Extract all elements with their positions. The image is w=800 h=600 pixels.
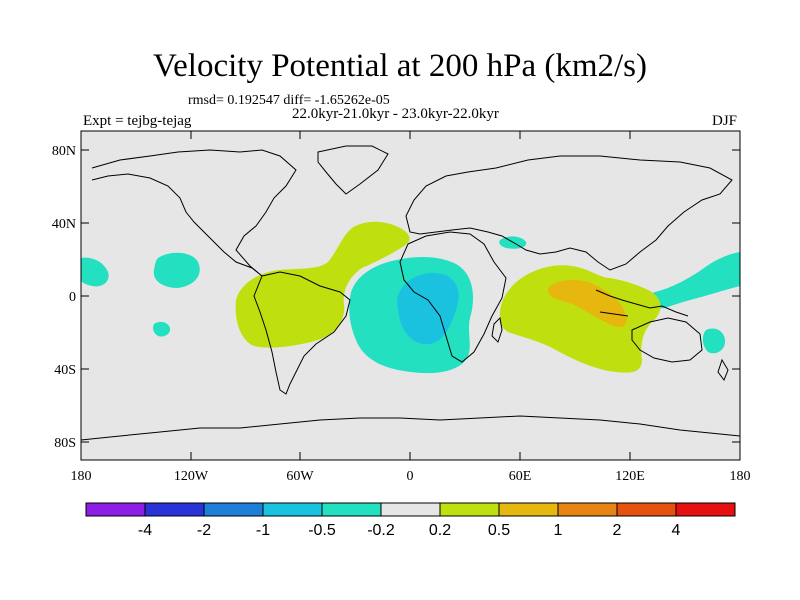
- colorbar-swatch: [557, 502, 618, 517]
- lon-tick-label: 0: [407, 469, 414, 484]
- lon-tick-label: 180: [71, 469, 92, 484]
- lon-tick-label: 60W: [286, 469, 314, 484]
- lon-tick-label: 120E: [615, 469, 645, 484]
- colorbar-label: 2: [613, 522, 622, 539]
- experiment-label: Expt = tejbg-tejag: [83, 113, 192, 129]
- lat-tick-label: 0: [69, 290, 76, 305]
- colorbar-label: 0.2: [429, 522, 451, 539]
- contour-negative-c-pacific: [153, 252, 200, 288]
- colorbar-swatch: [380, 502, 441, 517]
- colorbar-labels: -4 -2 -1 -0.5 -0.2 0.2 0.5 1 2 4: [138, 522, 681, 539]
- colorbar-swatch: [321, 502, 382, 517]
- contour-negative-w-pacific: [81, 257, 109, 287]
- colorbar-label: -2: [197, 522, 211, 539]
- colorbar-swatch: [498, 502, 559, 517]
- colorbar-swatch: [262, 502, 323, 517]
- colorbar-label: 4: [672, 522, 681, 539]
- lat-tick-label: 40S: [54, 363, 76, 378]
- lat-axis: [81, 149, 740, 443]
- lat-tick-label: 80N: [52, 144, 76, 159]
- lon-tick-label: 180: [730, 469, 751, 484]
- colorbar-swatch: [675, 502, 736, 517]
- season-label: DJF: [712, 113, 738, 129]
- colorbar: [85, 502, 736, 517]
- lon-tick-label: 60E: [509, 469, 532, 484]
- lat-tick-label: 40N: [52, 217, 76, 232]
- map-title: Velocity Potential at 200 hPa (km2/s): [152, 48, 648, 84]
- lon-tick-label: 120W: [174, 469, 209, 484]
- colorbar-label: -1: [256, 522, 270, 539]
- colorbar-swatch: [616, 502, 677, 517]
- rmsd-stats: rmsd= 0.192547 diff= -1.65262e-05: [188, 93, 390, 108]
- colorbar-swatch: [144, 502, 205, 517]
- colorbar-label: 1: [554, 522, 563, 539]
- period-label: 22.0kyr-21.0kyr - 23.0kyr-22.0kyr: [292, 106, 499, 122]
- contour-negative-australia: [702, 328, 726, 354]
- contour-positive-indian: [499, 265, 661, 373]
- lon-axis: [80, 131, 741, 460]
- colorbar-swatch: [85, 502, 146, 517]
- coastlines: [80, 145, 741, 441]
- contour-negative-s-pacific: [153, 321, 171, 337]
- lat-tick-label: 80S: [54, 436, 76, 451]
- contour-positive-atlantic: [235, 221, 410, 348]
- colorbar-swatch: [203, 502, 264, 517]
- colorbar-label: -0.5: [308, 522, 336, 539]
- colorbar-label: -0.2: [367, 522, 395, 539]
- contour-positive-core: [547, 280, 627, 328]
- colorbar-label: -4: [138, 522, 152, 539]
- contour-negative-e-pacific: [644, 252, 740, 310]
- colorbar-label: 0.5: [488, 522, 510, 539]
- colorbar-swatch: [439, 502, 500, 517]
